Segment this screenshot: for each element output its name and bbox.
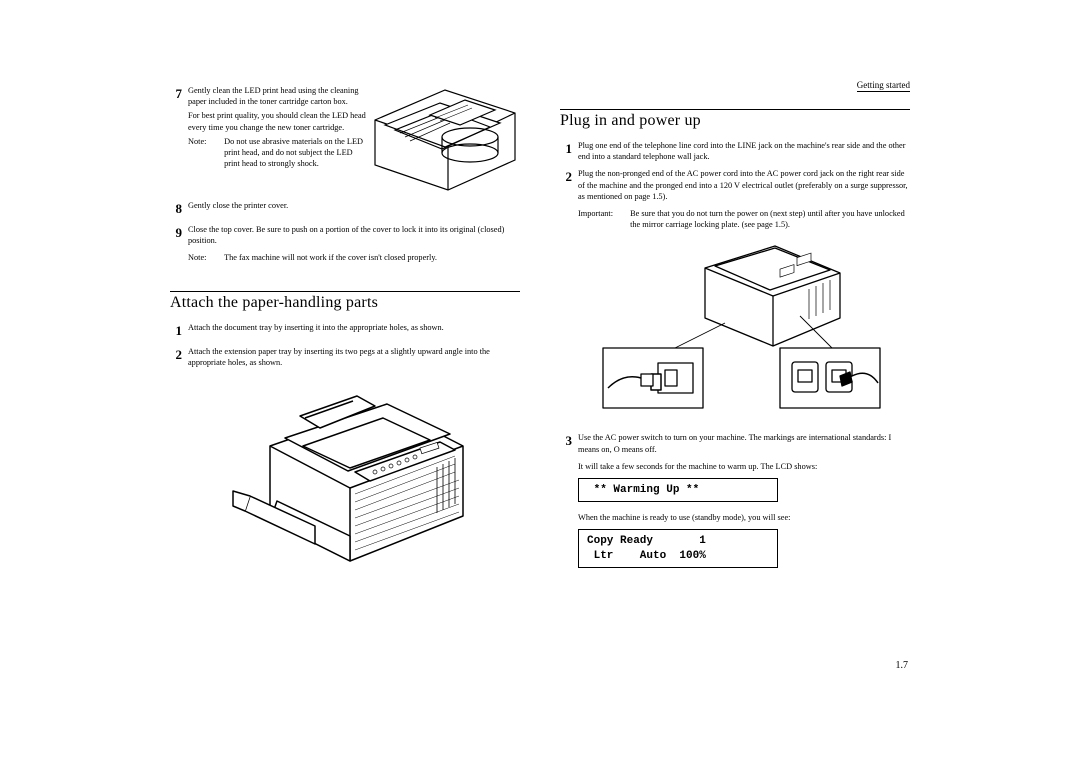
step-text: For best print quality, you should clean… bbox=[188, 110, 370, 132]
step-text: Gently close the printer cover. bbox=[188, 200, 520, 218]
important-label: Important: bbox=[578, 208, 628, 219]
step-8: 8 Gently close the printer cover. bbox=[170, 200, 520, 218]
step-number: 8 bbox=[170, 200, 188, 218]
ready-intro: When the machine is ready to use (standb… bbox=[578, 512, 910, 523]
step-number: 3 bbox=[560, 432, 578, 454]
section-divider bbox=[560, 109, 910, 110]
printer-figure bbox=[170, 376, 520, 566]
plugin-step-1: 1 Plug one end of the telephone line cor… bbox=[560, 140, 910, 162]
section-title-plugin: Plug in and power up bbox=[560, 112, 910, 130]
step-9: 9 Close the top cover. Be sure to push o… bbox=[170, 224, 520, 246]
attach-step-1: 1 Attach the document tray by inserting … bbox=[170, 322, 520, 340]
step-9-note: Note: The fax machine will not work if t… bbox=[188, 252, 520, 263]
step-7: 7 Gently clean the LED print head using … bbox=[170, 85, 520, 200]
section-title-attach: Attach the paper-handling parts bbox=[170, 294, 520, 312]
note-label: Note: bbox=[188, 252, 222, 263]
step-text: Attach the extension paper tray by inser… bbox=[188, 346, 520, 368]
step-number: 2 bbox=[560, 168, 578, 202]
important-text: Be sure that you do not turn the power o… bbox=[630, 208, 908, 230]
step-text: Close the top cover. Be sure to push on … bbox=[188, 224, 520, 246]
step-number: 9 bbox=[170, 224, 188, 246]
step-text: Plug one end of the telephone line cord … bbox=[578, 140, 910, 162]
chapter-header: Getting started bbox=[857, 80, 910, 92]
step-text: Attach the document tray by inserting it… bbox=[188, 322, 520, 340]
plugin-step-2: 2 Plug the non-pronged end of the AC pow… bbox=[560, 168, 910, 202]
note-text: The fax machine will not work if the cov… bbox=[224, 252, 518, 263]
printhead-figure bbox=[370, 85, 520, 200]
step-number: 7 bbox=[170, 85, 188, 169]
step-number: 2 bbox=[170, 346, 188, 368]
note-label: Note: bbox=[188, 136, 222, 147]
step-text: Plug the non-pronged end of the AC power… bbox=[578, 168, 910, 202]
note-text: Do not use abrasive materials on the LED… bbox=[224, 136, 364, 170]
lcd-display-warming: ** Warming Up ** bbox=[578, 478, 778, 502]
right-column: Getting started Plug in and power up 1 P… bbox=[560, 85, 910, 685]
attach-step-2: 2 Attach the extension paper tray by ins… bbox=[170, 346, 520, 368]
plugin-step-3: 3 Use the AC power switch to turn on you… bbox=[560, 432, 910, 454]
page-number: 1.7 bbox=[896, 660, 909, 671]
left-column: 7 Gently clean the LED print head using … bbox=[170, 85, 520, 685]
step-number: 1 bbox=[560, 140, 578, 162]
lcd-display-ready: Copy Ready 1 Ltr Auto 100% bbox=[578, 529, 778, 568]
important-note: Important: Be sure that you do not turn … bbox=[578, 208, 910, 230]
connection-figure bbox=[560, 238, 910, 418]
warmup-intro: It will take a few seconds for the machi… bbox=[578, 461, 910, 472]
step-text: Use the AC power switch to turn on your … bbox=[578, 432, 910, 454]
section-divider bbox=[170, 291, 520, 292]
step-number: 1 bbox=[170, 322, 188, 340]
step-text: Gently clean the LED print head using th… bbox=[188, 85, 370, 107]
